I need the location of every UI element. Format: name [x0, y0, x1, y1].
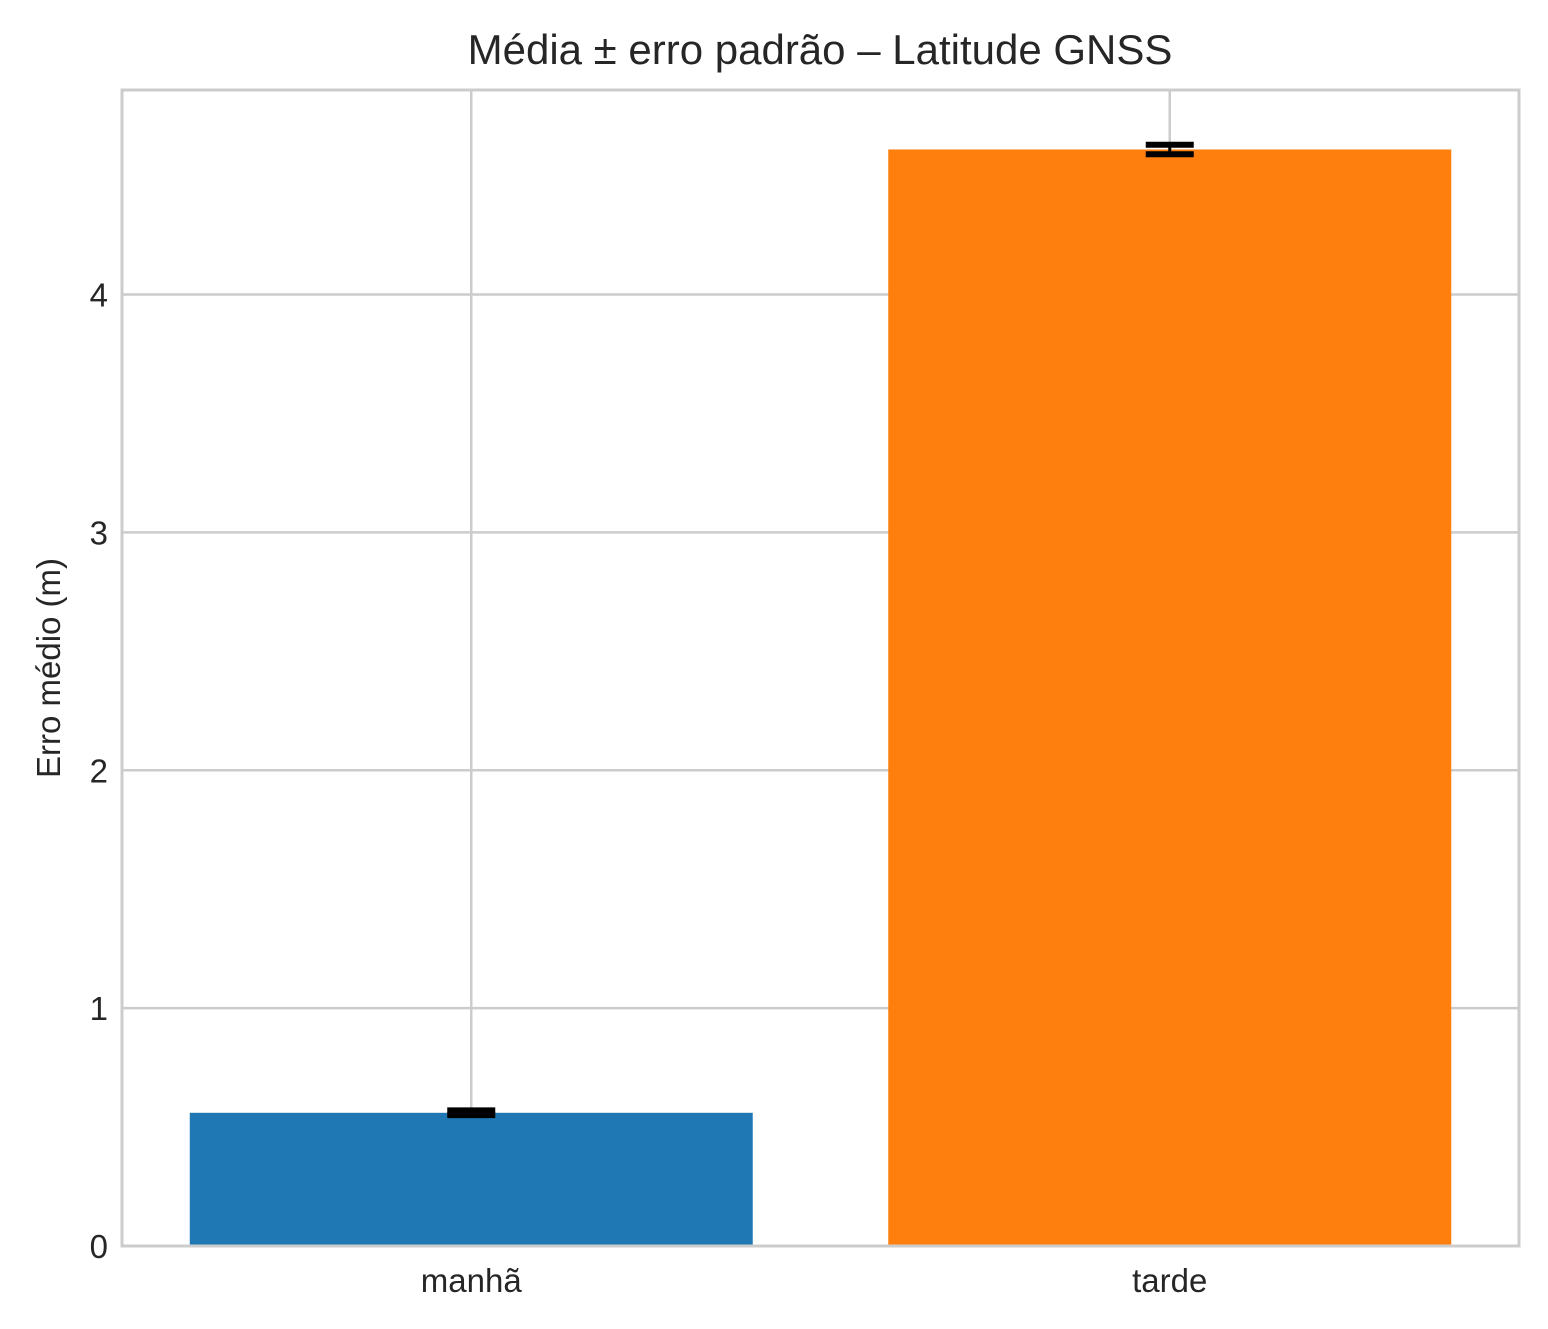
- y-tick-label-4: 4: [90, 277, 108, 314]
- error-bars: [447, 141, 1194, 1119]
- chart-title: Média ± erro padrão – Latitude GNSS: [468, 26, 1173, 73]
- x-tick-label-0: manhã: [421, 1262, 523, 1299]
- y-tick-label-0: 0: [90, 1228, 108, 1265]
- bar-0: [189, 1112, 753, 1246]
- bar-1: [888, 149, 1452, 1246]
- tick-labels: 0 1 2 3 4 manhã tarde: [90, 277, 1208, 1299]
- bars: [189, 149, 1452, 1246]
- y-tick-label-3: 3: [90, 514, 108, 551]
- y-tick-label-1: 1: [90, 990, 108, 1027]
- y-tick-label-2: 2: [90, 752, 108, 789]
- y-axis-label: Erro médio (m): [30, 558, 67, 778]
- plot-frame: [120, 88, 1521, 1248]
- x-tick-label-1: tarde: [1132, 1262, 1207, 1299]
